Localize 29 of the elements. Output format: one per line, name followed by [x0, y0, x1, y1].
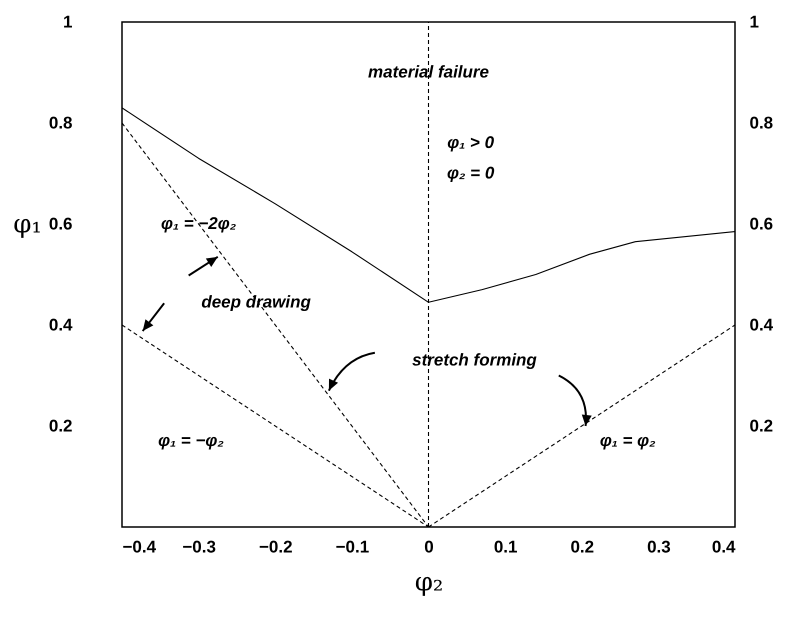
y-tick-label: 0.4 [48, 316, 74, 334]
y-tick-label: 0.6 [48, 214, 72, 234]
annotation: stretch forming [412, 350, 538, 370]
annotation: φ₂ = 0 [447, 164, 495, 182]
x-tick-label: 0.2 [570, 538, 594, 556]
y2-tick-label: 0.6 [750, 214, 774, 234]
y-tick-label: 0.2 [48, 416, 72, 436]
y-tick-label: 0.8 [48, 114, 72, 132]
x-axis-title: φ₂ [414, 568, 444, 598]
y2-tick-label: 0.2 [750, 416, 774, 436]
annotation: φ₁ > 0 [447, 133, 495, 152]
x-tick-label: 0.1 [494, 538, 518, 556]
y2-tick-label: 1 [750, 12, 759, 32]
x-tick-label: 0 [424, 538, 434, 556]
annotation: φ₁ = −2φ₂ [161, 214, 237, 233]
y-tick-label: 1 [63, 12, 72, 32]
x-tick-label: −0.3 [182, 538, 216, 556]
y2-tick-label: 0.8 [750, 114, 774, 132]
annotation: φ₁ = −φ₂ [158, 431, 224, 450]
x-tick-label: −0.1 [336, 538, 370, 556]
annotation: φ₁ = φ₂ [600, 431, 656, 450]
x-tick-label: −0.4 [122, 538, 157, 556]
x-tick-label: 0.3 [647, 538, 671, 556]
annotation: deep drawing [201, 292, 312, 312]
x-tick-label: −0.2 [258, 538, 293, 556]
annotation: material failure [368, 62, 489, 82]
x-tick-label: 0.4 [712, 538, 736, 556]
y2-tick-label: 0.4 [750, 316, 774, 334]
y-axis-title: φ₁ [13, 210, 42, 240]
